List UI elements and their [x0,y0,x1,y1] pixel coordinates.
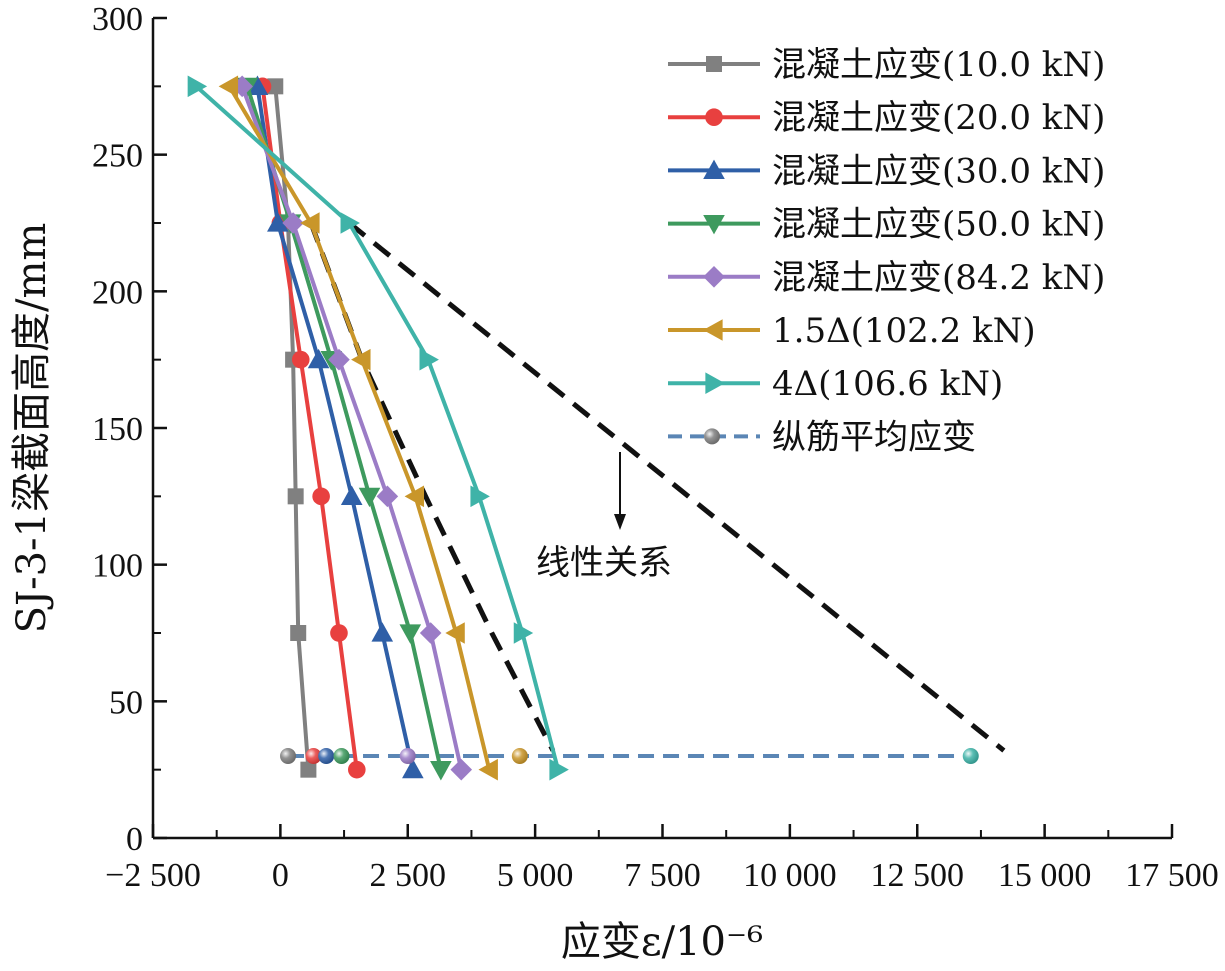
series-2-point-2 [307,348,330,369]
rebar-point-4 [399,748,416,764]
reference-line-0 [308,222,556,752]
x-tick-label-0: −2 500 [105,857,201,894]
legend-marker-rebar [704,428,720,445]
legend-marker-1 [705,108,723,126]
legend-marker-rebar-shine [704,428,720,445]
rebar-point-6 [962,748,979,764]
legend-label-5: 1.5Δ(102.2 kN) [772,311,1036,351]
series-2-point-5 [402,758,424,779]
rebar-point-5 [511,748,528,764]
y-tick-label-3: 150 [92,411,143,448]
series-2-point-4 [371,622,394,642]
series-1-point-3 [312,487,330,506]
x-tick-label-3: 5 000 [497,857,574,894]
series-line-6 [194,84,560,771]
series-4-point-3 [376,485,399,508]
x-tick-label-2: 2 500 [370,857,447,894]
series-0-point-0 [267,78,284,95]
legend-marker-2 [703,159,725,180]
legend-label-rebar: 纵筋平均应变 [772,417,976,457]
legend: 混凝土应变(10.0 kN) 混凝土应变(20.0 kN) 混凝土应变(30.0 k… [668,45,1105,457]
series-line-2 [255,86,415,771]
rebar-point-0 [280,748,297,764]
rebar-point-3 [333,748,350,764]
legend-label-3: 混凝土应变(50.0 kN) [772,205,1105,245]
y-tick-label-0: 0 [126,821,143,858]
annotation-arrow-head [614,514,626,530]
series-0-point-5 [300,761,317,778]
plot-area [187,75,1006,781]
series-line-4 [240,85,464,771]
rebar-point-0-shine [280,748,297,764]
series-6-point-0 [187,75,208,98]
series-5-point-4 [445,622,465,644]
series-3-point-3 [358,487,381,508]
legend-label-4: 混凝土应变(84.2 kN) [772,258,1105,298]
series-5-point-1 [300,212,320,234]
legend-label-1: 混凝土应变(20.0 kN) [772,98,1105,138]
series-2-point-1 [267,212,289,232]
series-1-point-4 [330,624,348,642]
legend-label-6: 4Δ(106.6 kN) [772,364,1003,404]
axes: −2 500 0 2 500 5 000 7 500 10 000 12 500 15 000… [92,1,1219,894]
series-0-point-4 [290,625,307,641]
legend-marker-3 [703,214,725,235]
y-tick-label-5: 250 [92,138,143,175]
series-6-point-4 [513,622,534,644]
rebar-point-3-shine [333,748,350,764]
series-6-point-5 [549,758,569,781]
rebar-point-1-shine [305,748,322,764]
legend-marker-5 [703,319,723,341]
series-6-point-3 [470,485,490,508]
rebar-point-2 [318,748,335,764]
rebar-point-4-shine [399,748,416,764]
rebar-point-6-shine [962,748,979,764]
x-tick-label-7: 15 000 [998,857,1092,894]
y-tick-label-2: 100 [92,548,143,585]
series-5-point-2 [351,348,371,371]
legend-label-0: 混凝土应变(10.0 kN) [772,45,1105,85]
legend-marker-6 [705,372,725,394]
legend-marker-4 [703,266,725,288]
series-2-point-0 [246,75,269,95]
series-5-point-5 [478,758,498,781]
series-4-point-5 [450,758,473,781]
series-5-point-0 [218,75,239,98]
series-3-point-4 [399,624,422,644]
x-axis-title: 应变ε/10⁻⁶ [561,919,763,965]
y-axis-title: SJ-3-1梁截面高度/mm [9,223,55,634]
series-0-point-3 [287,488,304,505]
y-tick-label-1: 50 [109,684,143,721]
x-tick-label-6: 12 500 [871,857,965,894]
series-2-point-3 [340,485,363,505]
x-tick-label-5: 10 000 [743,857,837,894]
series-6-point-2 [419,348,439,371]
series-4-point-1 [282,212,304,234]
annotation-label: 线性关系 [536,543,672,583]
legend-label-2: 混凝土应变(30.0 kN) [772,151,1105,191]
series-6-point-1 [340,212,360,234]
rebar-point-5-shine [511,748,528,764]
x-tick-label-8: 17 500 [1125,857,1219,894]
series-line-5 [227,85,492,771]
series-4-point-2 [328,348,350,371]
series-4-point-4 [419,622,442,644]
x-tick-label-1: 0 [272,857,289,894]
y-tick-label-6: 300 [92,1,143,38]
rebar-point-2-shine [318,748,335,764]
series-5-point-3 [404,485,425,508]
series-line-1 [260,86,359,770]
series-1-point-2 [291,350,310,369]
reference-line-1 [347,221,1006,753]
y-tick-label-4: 200 [92,274,143,311]
legend-marker-0 [706,56,722,72]
series-3-point-5 [430,761,452,781]
series-1-point-5 [348,760,366,779]
series-4-point-0 [231,75,253,98]
x-tick-label-4: 7 500 [624,857,701,894]
rebar-point-1 [305,748,322,764]
